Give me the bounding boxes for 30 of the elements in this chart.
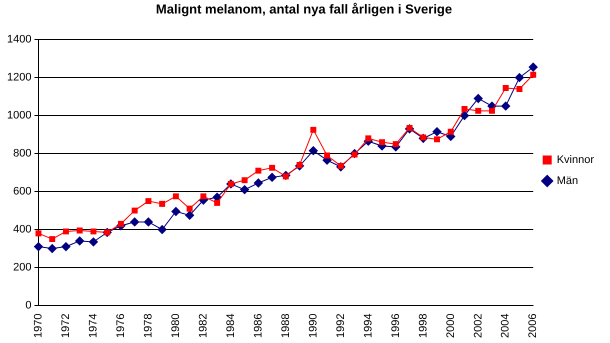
- y-tick-label: 0: [25, 300, 32, 312]
- y-tick-label: 200: [13, 262, 32, 274]
- x-tick-label: 1974: [87, 314, 100, 338]
- x-tick-label: 1980: [170, 314, 182, 338]
- legend-label: Kvinnor: [556, 154, 594, 166]
- x-tick-label: 1990: [307, 314, 320, 338]
- x-tick-label: 1978: [142, 314, 154, 338]
- x-tick-label: 1986: [252, 314, 264, 338]
- x-tick-label: 1982: [197, 314, 210, 338]
- y-tick-label: 400: [13, 224, 32, 236]
- y-tick-label: 600: [13, 186, 32, 198]
- chart-title: Malignt melanom, antal nya fall årligen i Sverige: [156, 1, 452, 16]
- y-tick-label: 1200: [6, 72, 32, 84]
- x-tick-label: 1988: [280, 314, 292, 338]
- x-tick-label: 1984: [224, 314, 237, 338]
- x-tick-label: 1970: [32, 314, 44, 338]
- x-tick-label: 1976: [114, 314, 127, 338]
- x-tick-label: 1972: [60, 314, 72, 338]
- x-tick-label: 2002: [472, 314, 484, 338]
- x-tick-label: 1998: [417, 314, 430, 338]
- y-tick-label: 1400: [6, 34, 32, 46]
- x-tick-label: 1994: [362, 314, 374, 338]
- x-tick-label: 2004: [500, 314, 512, 338]
- x-tick-label: 2000: [444, 314, 457, 338]
- x-tick-label: 1992: [334, 314, 347, 338]
- y-tick-label: 800: [13, 148, 32, 160]
- y-tick-label: 1000: [6, 110, 32, 122]
- legend-label: Män: [556, 175, 578, 188]
- x-tick-label: 1996: [390, 314, 402, 338]
- x-tick-label: 2006: [527, 314, 540, 338]
